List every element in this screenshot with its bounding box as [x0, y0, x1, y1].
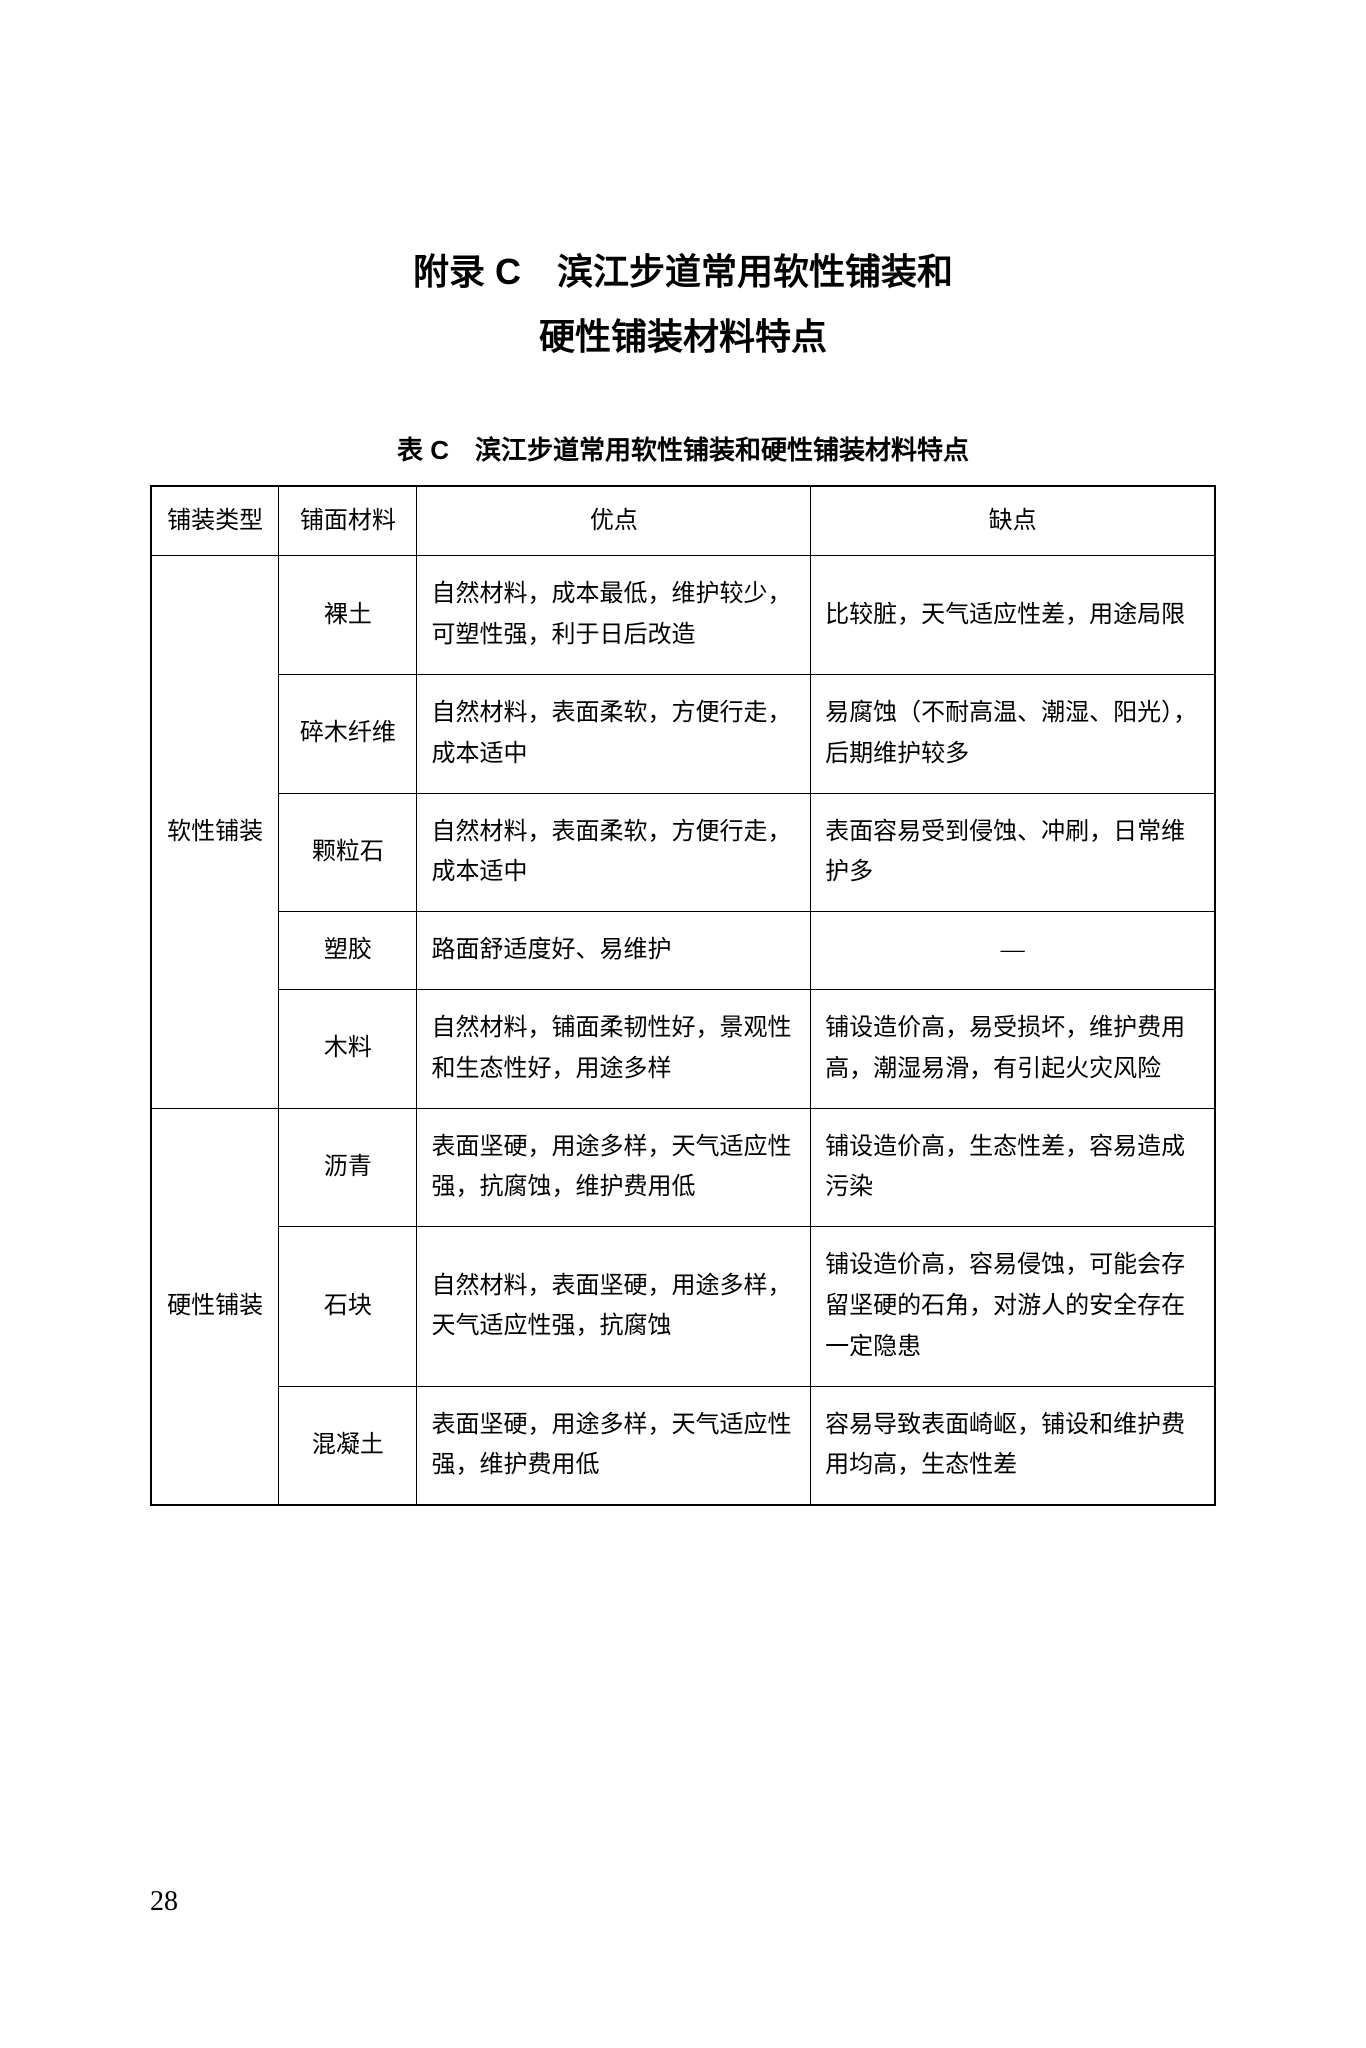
- paving-material-table: 铺装类型 铺面材料 优点 缺点 软性铺装 裸土 自然材料，成本最低，维护较少，可…: [150, 485, 1216, 1507]
- type-cell-hard: 硬性铺装: [151, 1108, 279, 1505]
- table-row: 木料 自然材料，铺面柔韧性好，景观性和生态性好，用途多样 铺设造价高，易受损坏，…: [151, 989, 1215, 1108]
- material-cell: 石块: [279, 1227, 417, 1386]
- material-cell: 裸土: [279, 556, 417, 675]
- advantage-cell: 自然材料，表面柔软，方便行走，成本适中: [417, 674, 811, 793]
- advantage-cell: 自然材料，表面柔软，方便行走，成本适中: [417, 793, 811, 912]
- page-content: 附录 C 滨江步道常用软性铺装和 硬性铺装材料特点 表 C 滨江步道常用软性铺装…: [0, 0, 1366, 1506]
- material-cell: 颗粒石: [279, 793, 417, 912]
- disadvantage-cell: 铺设造价高，容易侵蚀，可能会存留坚硬的石角，对游人的安全存在一定隐患: [811, 1227, 1215, 1386]
- header-advantage: 优点: [417, 486, 811, 556]
- material-cell: 木料: [279, 989, 417, 1108]
- disadvantage-cell: 易腐蚀（不耐高温、潮湿、阳光），后期维护较多: [811, 674, 1215, 793]
- header-material: 铺面材料: [279, 486, 417, 556]
- disadvantage-cell: 容易导致表面崎岖，铺设和维护费用均高，生态性差: [811, 1386, 1215, 1505]
- material-cell: 塑胶: [279, 912, 417, 990]
- material-cell: 混凝土: [279, 1386, 417, 1505]
- header-type: 铺装类型: [151, 486, 279, 556]
- appendix-title-line1: 附录 C 滨江步道常用软性铺装和: [150, 240, 1216, 305]
- table-header-row: 铺装类型 铺面材料 优点 缺点: [151, 486, 1215, 556]
- material-cell: 沥青: [279, 1108, 417, 1227]
- advantage-cell: 路面舒适度好、易维护: [417, 912, 811, 990]
- table-row: 颗粒石 自然材料，表面柔软，方便行走，成本适中 表面容易受到侵蚀、冲刷，日常维护…: [151, 793, 1215, 912]
- advantage-cell: 表面坚硬，用途多样，天气适应性强，维护费用低: [417, 1386, 811, 1505]
- table-row: 石块 自然材料，表面坚硬，用途多样，天气适应性强，抗腐蚀 铺设造价高，容易侵蚀，…: [151, 1227, 1215, 1386]
- table-row: 硬性铺装 沥青 表面坚硬，用途多样，天气适应性强，抗腐蚀，维护费用低 铺设造价高…: [151, 1108, 1215, 1227]
- advantage-cell: 表面坚硬，用途多样，天气适应性强，抗腐蚀，维护费用低: [417, 1108, 811, 1227]
- advantage-cell: 自然材料，铺面柔韧性好，景观性和生态性好，用途多样: [417, 989, 811, 1108]
- type-cell-soft: 软性铺装: [151, 556, 279, 1108]
- table-row: 碎木纤维 自然材料，表面柔软，方便行走，成本适中 易腐蚀（不耐高温、潮湿、阳光）…: [151, 674, 1215, 793]
- disadvantage-cell: 铺设造价高，易受损坏，维护费用高，潮湿易滑，有引起火灾风险: [811, 989, 1215, 1108]
- disadvantage-cell: 铺设造价高，生态性差，容易造成污染: [811, 1108, 1215, 1227]
- table-caption: 表 C 滨江步道常用软性铺装和硬性铺装材料特点: [150, 430, 1216, 467]
- page-number: 28: [150, 1886, 178, 1918]
- appendix-title: 附录 C 滨江步道常用软性铺装和 硬性铺装材料特点: [150, 240, 1216, 370]
- appendix-title-line2: 硬性铺装材料特点: [150, 305, 1216, 370]
- advantage-cell: 自然材料，成本最低，维护较少，可塑性强，利于日后改造: [417, 556, 811, 675]
- table-row: 软性铺装 裸土 自然材料，成本最低，维护较少，可塑性强，利于日后改造 比较脏，天…: [151, 556, 1215, 675]
- disadvantage-cell: —: [811, 912, 1215, 990]
- material-cell: 碎木纤维: [279, 674, 417, 793]
- table-row: 混凝土 表面坚硬，用途多样，天气适应性强，维护费用低 容易导致表面崎岖，铺设和维…: [151, 1386, 1215, 1505]
- table-row: 塑胶 路面舒适度好、易维护 —: [151, 912, 1215, 990]
- disadvantage-cell: 表面容易受到侵蚀、冲刷，日常维护多: [811, 793, 1215, 912]
- advantage-cell: 自然材料，表面坚硬，用途多样，天气适应性强，抗腐蚀: [417, 1227, 811, 1386]
- disadvantage-cell: 比较脏，天气适应性差，用途局限: [811, 556, 1215, 675]
- header-disadvantage: 缺点: [811, 486, 1215, 556]
